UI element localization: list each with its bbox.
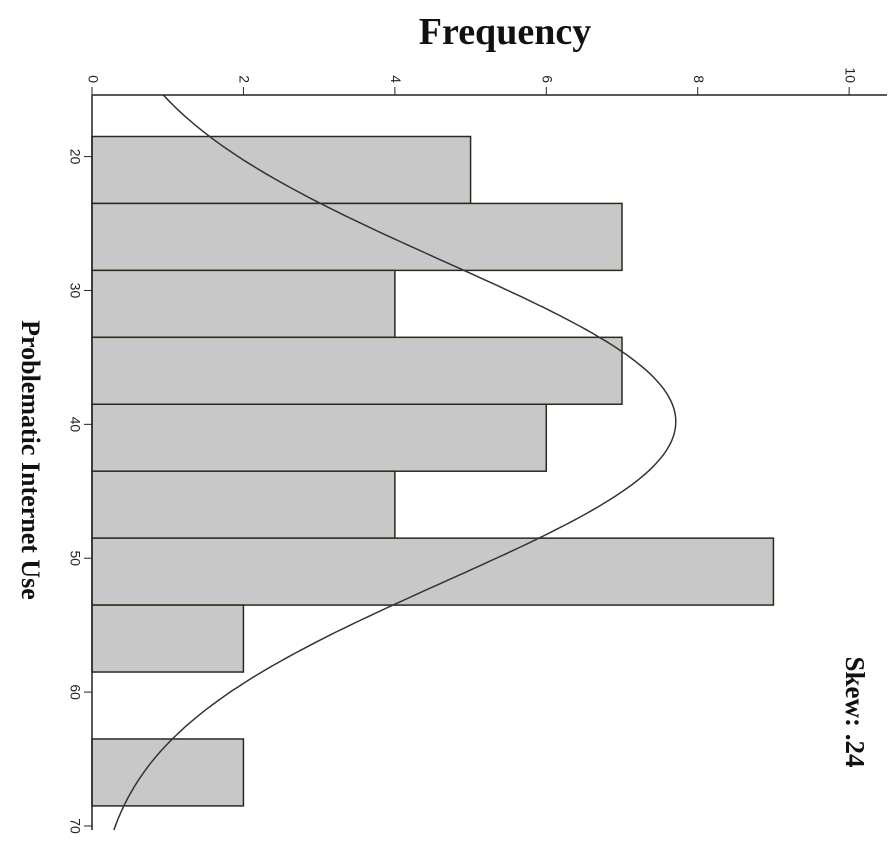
x-tick-label: 50 [67, 550, 83, 566]
y-tick-label: 10 [842, 67, 858, 83]
bar [91, 537, 775, 606]
bar [91, 336, 623, 406]
x-tick-label: 20 [67, 149, 83, 165]
bar [91, 738, 245, 807]
x-tick-label: 30 [67, 283, 83, 299]
y-tick-label: 6 [540, 75, 556, 83]
y-tick-label: 0 [85, 75, 101, 83]
x-tick-label: 70 [67, 818, 83, 834]
annotation: Skew: .24 [840, 656, 870, 767]
y-tick-label: 8 [691, 75, 707, 83]
x-tick-label: 40 [67, 417, 83, 433]
y-tick-label: 4 [388, 75, 404, 83]
chart-title: Frequency [419, 11, 591, 53]
x-axis-label: Problematic Internet Use [16, 320, 45, 600]
bar [91, 403, 548, 472]
x-tick-label: 60 [67, 684, 83, 700]
bar [91, 604, 245, 673]
normal-curve [113, 94, 677, 831]
bar [91, 135, 472, 205]
y-tick-label: 2 [237, 75, 253, 83]
bar [91, 269, 396, 339]
bar [91, 470, 396, 539]
bar [91, 202, 623, 272]
